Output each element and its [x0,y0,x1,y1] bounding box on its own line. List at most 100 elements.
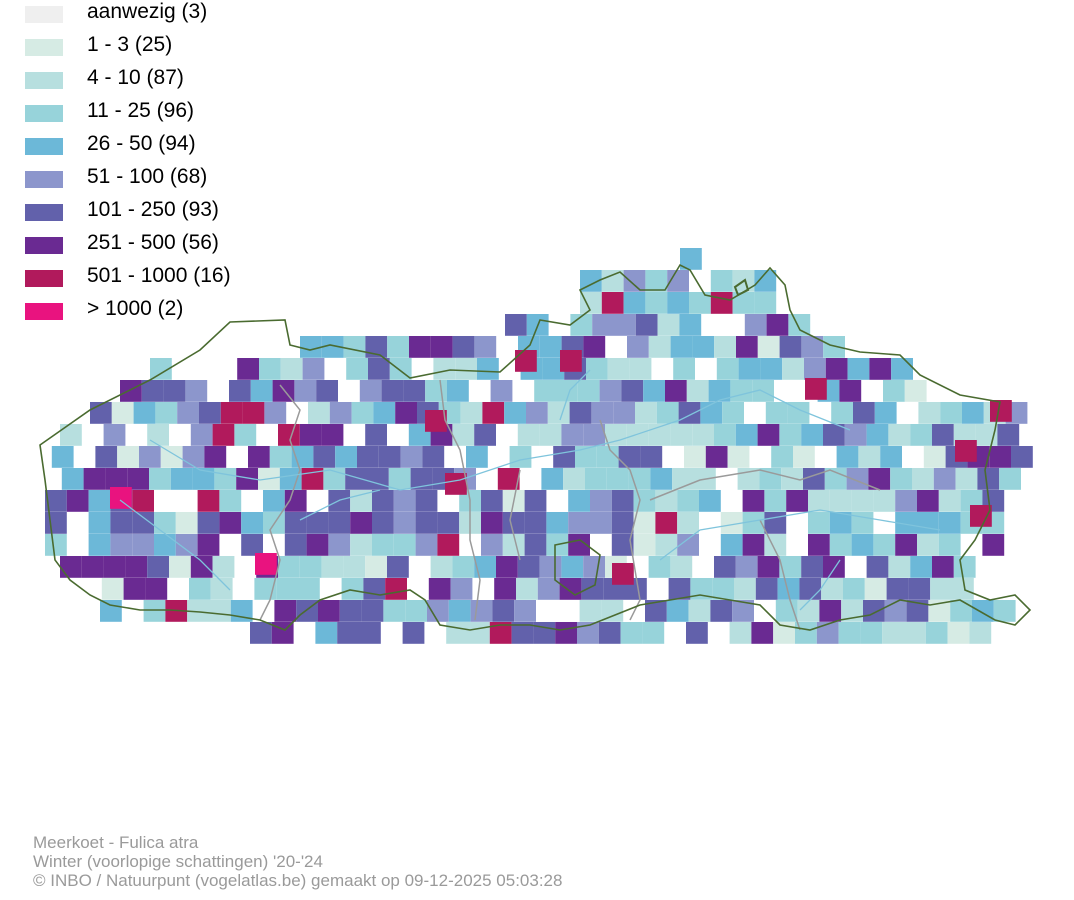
grid-cell [972,600,994,622]
grid-cell [489,622,512,644]
grid-cell [542,358,565,380]
grid-cell [829,512,852,534]
grid-cell [187,600,209,622]
grid-cell [590,512,612,534]
grid-cell [744,314,767,336]
grid-cell [428,578,451,600]
grid-cell [210,578,233,600]
grid-cell [492,600,515,622]
grid-cell [823,424,845,446]
grid-cell [950,600,972,622]
grid-cell [736,336,758,358]
species-title: Meerkoet - Fulica atra [33,833,199,852]
grid-cell [497,468,520,490]
grid-cell [678,402,701,424]
legend-label: aanwezig (3) [87,0,208,23]
grid-cell [710,270,733,292]
grid-cell [843,578,865,600]
grid-cell [373,402,396,424]
grid-cell [474,336,497,358]
grid-cell [720,512,743,534]
grid-cell [133,402,156,424]
grid-cell [61,468,84,490]
legend-label: 26 - 50 (94) [87,132,196,155]
grid-cell [645,270,668,292]
grid-cell [177,402,199,424]
grid-cell [204,446,227,468]
grid-cell [710,292,733,314]
grid-cell [917,490,939,512]
grid-cell [627,336,649,358]
grid-cell [888,556,911,578]
grid-cell [583,424,605,446]
grid-cell [150,358,172,380]
grid-cell [477,358,499,380]
grid-cell [466,446,488,468]
grid-cell [918,402,941,424]
grid-cell [670,556,693,578]
grid-cell [925,622,948,644]
grid-cell [580,270,602,292]
grid-cell [526,402,548,424]
grid-cell [359,380,382,402]
grid-cell [481,512,503,534]
grid-cell [214,468,237,490]
grid-cell [730,380,753,402]
grid-cell [368,358,390,380]
grid-cell [539,556,562,578]
grid-cell [447,380,469,402]
grid-cell [100,600,122,622]
grid-cell [192,468,215,490]
grid-cell [553,446,575,468]
grid-cell [517,556,540,578]
grid-cell [132,534,154,556]
legend-label: 101 - 250 (93) [87,198,219,221]
grid-cell [110,534,133,556]
grid-cell [110,487,132,509]
grid-cell [95,446,118,468]
grid-cell [782,358,804,380]
grid-cell [766,314,789,336]
grid-cell [460,402,483,424]
grid-cell [838,622,861,644]
grid-cell [110,512,133,534]
grid-cell [315,622,338,644]
grid-cell [294,380,317,402]
grid-cell [923,446,946,468]
grid-cell [430,336,453,358]
grid-cell [643,380,665,402]
grid-cell [88,512,111,534]
grid-cell [786,490,808,512]
grid-cell [147,424,169,446]
legend-label: 4 - 10 (87) [87,66,184,89]
grid-cell [952,578,974,600]
grid-cell [502,512,525,534]
grid-cell [547,402,570,424]
grid-cell [155,402,178,424]
grid-cell [626,424,649,446]
grid-cell [149,468,171,490]
grid-cell [101,578,124,600]
grid-cell [765,402,788,424]
grid-cell [677,512,699,534]
grid-cell [132,512,154,534]
grid-cell [400,446,423,468]
grid-cell [583,556,605,578]
grid-cell [601,292,624,314]
grid-cell [561,424,584,446]
grid-cell [680,248,702,270]
grid-cell [255,553,277,575]
grid-cell [111,402,134,424]
grid-cell [690,578,713,600]
grid-cell [882,622,904,644]
grid-cell [808,490,830,512]
grid-cell [601,270,624,292]
grid-cell [468,622,490,644]
grid-cell [409,336,431,358]
grid-cell [735,556,758,578]
grid-cell [127,468,149,490]
grid-cell [276,578,298,600]
grid-cell [568,512,590,534]
grid-cell [502,534,525,556]
grid-cell [757,556,780,578]
